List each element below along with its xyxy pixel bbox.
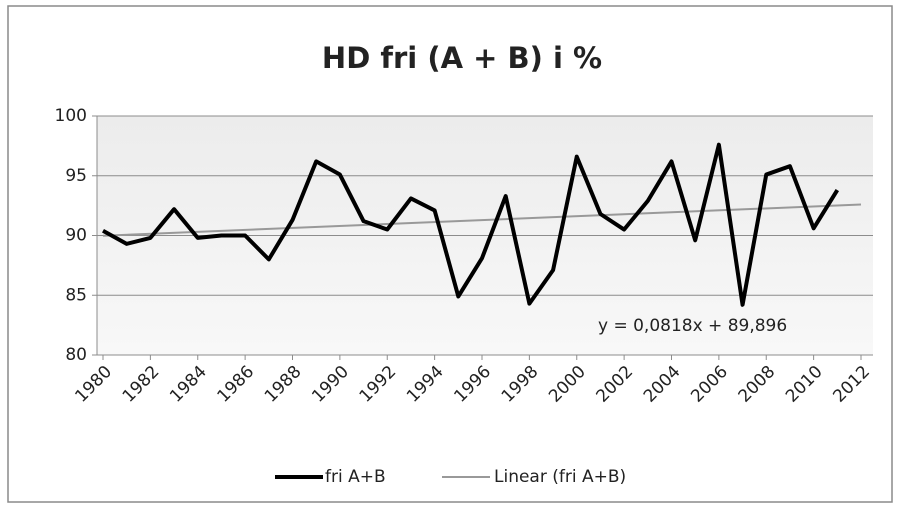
y-tick-label: 90 [65,226,87,246]
chart-title: HD fri (A + B) i % [322,41,602,75]
y-tick-label: 80 [65,345,87,365]
legend-label: Linear (fri A+B) [494,467,626,487]
legend-label: fri A+B [325,467,386,487]
y-tick-label: 95 [65,166,87,186]
data-line [102,142,840,307]
trendline-equation: y = 0,0818x + 89,896 [598,316,787,336]
y-tick-label: 85 [65,285,87,305]
y-tick-label: 100 [55,106,87,126]
trendline [102,203,862,237]
